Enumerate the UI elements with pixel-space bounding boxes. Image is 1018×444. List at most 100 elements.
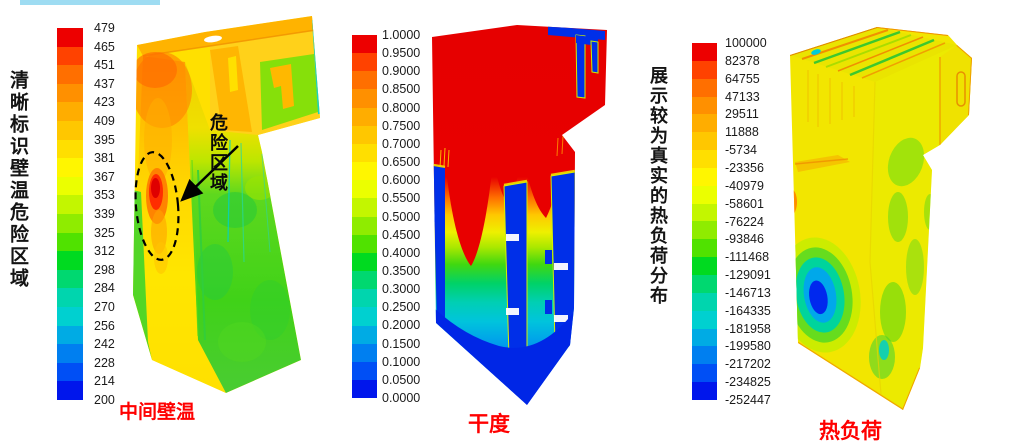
legend-tick-label: 0.8000: [382, 100, 421, 115]
legend-color-band: [692, 167, 717, 186]
legend-color-band: [57, 344, 83, 363]
legend-tick-label: 228: [94, 355, 115, 370]
legend-tick-label: 381: [94, 150, 115, 165]
legend-tick-label: 0.3000: [382, 281, 421, 296]
legend-color-band: [692, 185, 717, 204]
legend-tick-label: 409: [94, 113, 115, 128]
legend-tick-label: 0.9000: [382, 64, 421, 79]
legend-color-band: [692, 292, 717, 311]
legend-tick-label: 0.4000: [382, 245, 421, 260]
legend-tick-label: 11888: [725, 125, 759, 139]
legend-color-band: [692, 346, 717, 365]
legend-tick-label: -181958: [725, 321, 771, 336]
legend-color-band: [352, 216, 377, 235]
legend-color-band: [352, 89, 377, 108]
legend-color-band: [352, 252, 377, 272]
legend-tick-label: 0.5500: [382, 191, 421, 206]
heat-load-legend: 100000 82378 64755 47133 29511 11888 -5734 -233…: [692, 37, 787, 406]
legend-tick-label: -146713: [725, 285, 771, 300]
legend-tick-label: -164335: [725, 303, 771, 318]
legend-tick-label: 0.1500: [382, 336, 421, 351]
boiler-heat-load-body: [790, 27, 972, 410]
legend-color-band: [352, 307, 377, 326]
legend-color-band: [57, 213, 83, 233]
legend-tick-label: -58601: [725, 196, 764, 211]
legend-color-band: [57, 83, 83, 103]
legend-tick-label: -129091: [725, 267, 771, 282]
legend-color-band: [57, 120, 83, 140]
legend-color-band: [57, 102, 83, 121]
dryness-legend-colorbar: [352, 35, 377, 399]
legend-color-band: [692, 239, 717, 258]
legend-tick-label: -217202: [725, 357, 771, 372]
legend-color-band: [352, 198, 377, 217]
legend-color-band: [692, 114, 717, 133]
legend-tick-label: 214: [94, 374, 115, 389]
legend-color-band: [692, 310, 717, 329]
legend-tick-label: -76224: [725, 214, 764, 229]
right-panel-side-title: 展示较为真实的热负荷分布: [648, 66, 668, 306]
legend-tick-label: 395: [94, 132, 115, 147]
legend-color-band: [57, 251, 83, 270]
legend-color-band: [692, 328, 717, 347]
legend-tick-label: 0.4500: [382, 227, 421, 242]
legend-tick-label: 298: [94, 262, 115, 277]
legend-tick-label: 0.6000: [382, 172, 421, 187]
legend-color-band: [57, 46, 83, 66]
legend-color-band: [692, 221, 717, 240]
legend-tick-label: -23356: [725, 160, 764, 175]
temperature-legend-colorbar: [57, 28, 83, 400]
legend-color-band: [352, 234, 377, 253]
legend-color-band: [692, 132, 717, 151]
legend-tick-label: 82378: [725, 53, 760, 68]
legend-color-band: [57, 288, 83, 307]
legend-tick-label: 100000: [725, 35, 767, 50]
legend-color-band: [692, 274, 717, 293]
legend-color-band: [352, 143, 377, 163]
legend-tick-label: -5734: [725, 142, 757, 157]
heat-load-contour-render: [790, 27, 972, 410]
legend-tick-label: 465: [94, 39, 115, 54]
danger-zone-arrow: [180, 145, 239, 202]
legend-tick-label: 0.5000: [382, 209, 421, 224]
legend-color-band: [352, 361, 377, 380]
legend-tick-label: 47133: [725, 89, 760, 104]
legend-tick-label: 0.6500: [382, 154, 421, 169]
legend-tick-label: 325: [94, 225, 115, 240]
legend-tick-label: 367: [94, 169, 115, 184]
legend-tick-label: 200: [94, 392, 115, 407]
legend-tick-label: 339: [94, 206, 115, 221]
legend-color-band: [57, 362, 83, 382]
legend-color-band: [352, 289, 377, 308]
danger-zone-ellipse: [134, 151, 180, 261]
heat-load-legend-colorbar: [692, 43, 717, 400]
legend-tick-label: 312: [94, 243, 115, 258]
legend-color-band: [692, 257, 717, 275]
legend-color-band: [352, 53, 377, 72]
legend-tick-label: 0.9500: [382, 45, 421, 60]
legend-color-band: [352, 325, 377, 344]
dryness-legend: 1.0000 0.9500 0.9000 0.8500 0.8000 0.7500 0.70…: [352, 29, 437, 404]
legend-tick-label: 242: [94, 336, 115, 351]
legend-color-band: [692, 43, 717, 61]
legend-color-band: [57, 381, 83, 400]
legend-color-band: [352, 343, 377, 362]
legend-tick-label: 0.1000: [382, 354, 421, 369]
caption-heat-load: 热负荷: [819, 420, 882, 443]
caption-wall-temperature: 中间壁温: [119, 402, 196, 423]
legend-tick-label: 0.0000: [382, 390, 421, 405]
legend-color-band: [57, 195, 83, 214]
legend-tick-label: 1.0000: [382, 27, 421, 42]
legend-tick-label: 0.2500: [382, 300, 421, 314]
legend-tick-label: 451: [94, 57, 115, 72]
legend-color-band: [692, 203, 717, 222]
legend-tick-label: -252447: [725, 392, 771, 407]
legend-tick-label: 437: [94, 76, 115, 91]
legend-color-band: [692, 60, 717, 79]
legend-tick-label: -234825: [725, 374, 771, 389]
dryness-contour-render: [432, 25, 607, 405]
legend-tick-label: -111468: [725, 249, 770, 264]
legend-color-band: [57, 158, 83, 177]
legend-color-band: [352, 180, 377, 199]
legend-color-band: [57, 325, 83, 345]
